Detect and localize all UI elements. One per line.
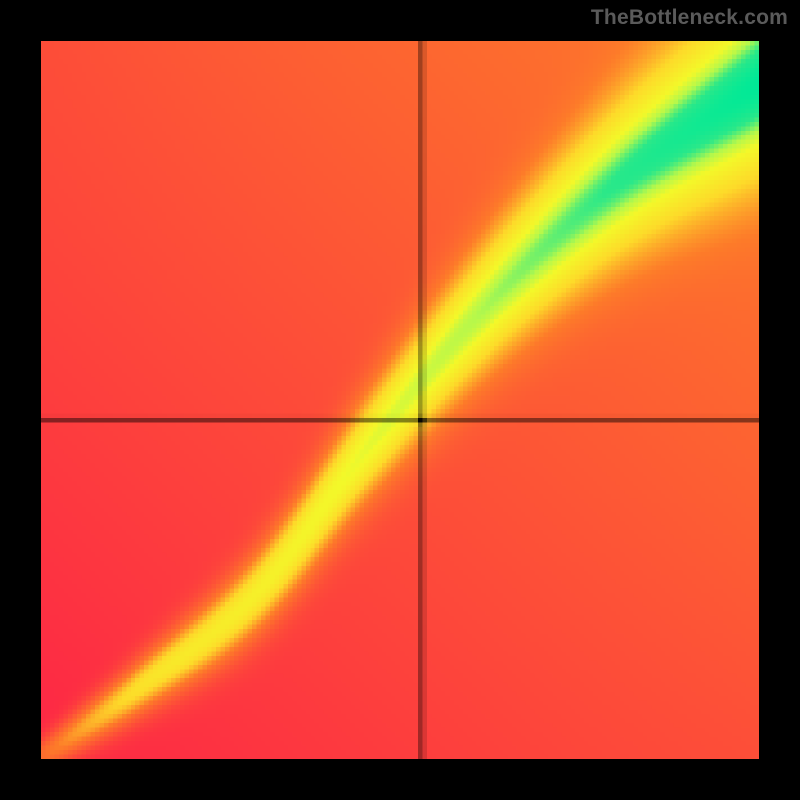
heatmap-canvas bbox=[41, 41, 759, 759]
watermark-text: TheBottleneck.com bbox=[591, 6, 788, 30]
chart-container: TheBottleneck.com bbox=[0, 0, 800, 800]
